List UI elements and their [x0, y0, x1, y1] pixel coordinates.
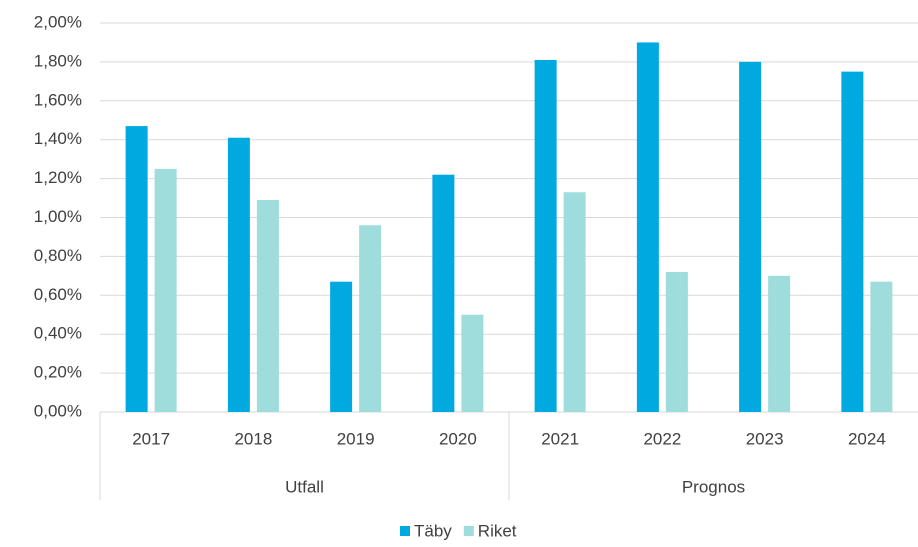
x-tick-label: 2022 — [643, 429, 681, 448]
x-tick-label: 2024 — [848, 429, 886, 448]
legend-swatch — [400, 526, 410, 536]
bar — [154, 168, 177, 412]
y-tick-label: 1,80% — [34, 51, 82, 70]
x-tick-label: 2017 — [132, 429, 170, 448]
bar — [768, 275, 791, 412]
bar — [665, 271, 688, 412]
y-tick-label: 2,00% — [34, 12, 82, 31]
y-tick-label: 1,00% — [34, 207, 82, 226]
x-tick-label: 2020 — [439, 429, 477, 448]
bar — [870, 281, 893, 412]
group-label: Prognos — [682, 477, 745, 496]
legend-label: Riket — [478, 521, 517, 540]
x-tick-label: 2021 — [541, 429, 579, 448]
y-tick-label: 0,80% — [34, 246, 82, 265]
legend-label: Täby — [414, 521, 452, 540]
bar — [461, 314, 484, 412]
bar — [739, 61, 762, 413]
bar — [359, 225, 382, 412]
legend-swatch — [463, 526, 474, 536]
y-tick-label: 0,40% — [34, 324, 82, 343]
y-tick-label: 1,60% — [34, 90, 82, 109]
bar — [534, 59, 557, 413]
y-tick-label: 1,40% — [34, 129, 82, 148]
bar — [636, 42, 659, 412]
x-tick-label: 2023 — [746, 429, 784, 448]
bar — [563, 192, 586, 412]
y-tick-label: 0,00% — [34, 401, 82, 420]
bar — [125, 126, 148, 413]
x-tick-label: 2018 — [234, 429, 272, 448]
bar — [841, 71, 864, 412]
bar — [227, 137, 250, 412]
bar — [330, 281, 353, 412]
bar — [256, 199, 279, 412]
x-tick-label: 2019 — [337, 429, 375, 448]
y-tick-label: 1,20% — [34, 168, 82, 187]
bar — [432, 174, 455, 412]
y-tick-label: 0,60% — [34, 285, 82, 304]
group-label: Utfall — [285, 477, 324, 496]
y-tick-label: 0,20% — [34, 363, 82, 382]
